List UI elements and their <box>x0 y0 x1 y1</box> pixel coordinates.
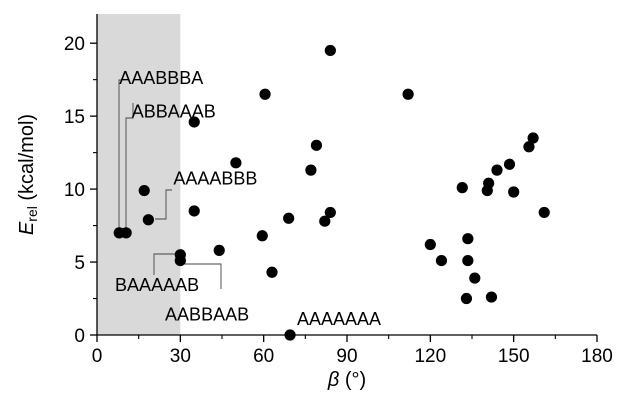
x-axis-symbol: β <box>327 369 339 391</box>
x-axis-ticks: 0 30 60 90 120 150 180 <box>92 335 613 367</box>
annotation-leaders <box>118 79 222 289</box>
shaded-region <box>97 14 181 335</box>
x-tick-label: 180 <box>581 346 613 367</box>
leader-aaabbba <box>118 79 122 233</box>
y-axis-unit: (kcal/mol) <box>16 114 38 206</box>
data-point <box>538 206 550 219</box>
x-tick-label: 30 <box>170 346 191 367</box>
data-point <box>266 266 278 278</box>
data-point <box>402 88 414 100</box>
data-point <box>138 184 150 197</box>
point-annotations: AAABBBA ABBAAAB AAAABBB BAAAAAB AABBAAB AAAAA… <box>115 68 381 329</box>
leader-aabbaab <box>179 263 222 289</box>
data-point <box>424 238 436 251</box>
point-annotation: AAAAAAA <box>297 309 381 329</box>
y-tick-label: 20 <box>64 34 85 55</box>
data-point <box>462 254 474 267</box>
data-point <box>213 244 225 256</box>
data-point <box>319 215 331 227</box>
y-tick-label: 5 <box>74 253 85 274</box>
data-point <box>523 141 535 153</box>
data-point <box>462 233 474 245</box>
data-point <box>324 206 336 219</box>
x-tick-label: 150 <box>498 346 530 367</box>
point-annotation: ABBAAAB <box>132 102 216 122</box>
leader-aaaabbb <box>155 189 172 220</box>
leader-baaaaab <box>153 253 179 275</box>
y-axis-subscript: rel <box>24 206 40 222</box>
data-point <box>283 212 295 224</box>
y-axis-title: Erel (kcal/mol) <box>16 114 40 235</box>
point-annotation: BAAAAAB <box>115 275 199 295</box>
x-axis-unit: (°) <box>339 369 366 391</box>
data-point <box>305 164 317 176</box>
data-point <box>259 88 271 100</box>
data-point <box>120 227 132 239</box>
point-annotation: AAAABBB <box>173 169 257 189</box>
y-tick-label: 15 <box>64 107 85 128</box>
data-point <box>491 164 503 176</box>
data-point <box>256 230 268 242</box>
data-point <box>503 158 516 170</box>
data-point <box>460 292 473 305</box>
data-point <box>310 139 323 151</box>
data-point <box>527 132 539 144</box>
data-point <box>469 272 481 284</box>
y-tick-label: 0 <box>74 326 85 347</box>
data-points <box>113 44 550 341</box>
x-tick-label: 90 <box>336 346 357 367</box>
data-point <box>483 177 495 189</box>
data-point <box>174 254 186 267</box>
x-tick-label: 60 <box>253 346 274 367</box>
y-axis-symbol: E <box>16 221 38 235</box>
point-annotation: AAABBBA <box>119 68 203 88</box>
data-point <box>485 291 498 303</box>
data-point <box>324 44 336 57</box>
data-point <box>188 116 200 128</box>
x-axis-title: β (°) <box>327 369 366 391</box>
point-annotation: AABBAAB <box>165 304 249 324</box>
leader-abbaaab <box>125 103 134 233</box>
data-point <box>188 205 200 217</box>
x-tick-label: 120 <box>414 346 446 367</box>
data-point <box>456 182 468 194</box>
x-tick-label: 0 <box>92 346 103 367</box>
data-point <box>142 214 154 226</box>
data-point <box>230 157 242 169</box>
y-axis-ticks: 0 5 10 15 20 <box>64 34 97 347</box>
y-tick-label: 10 <box>64 180 85 201</box>
data-point <box>508 186 520 198</box>
data-point <box>435 254 448 267</box>
